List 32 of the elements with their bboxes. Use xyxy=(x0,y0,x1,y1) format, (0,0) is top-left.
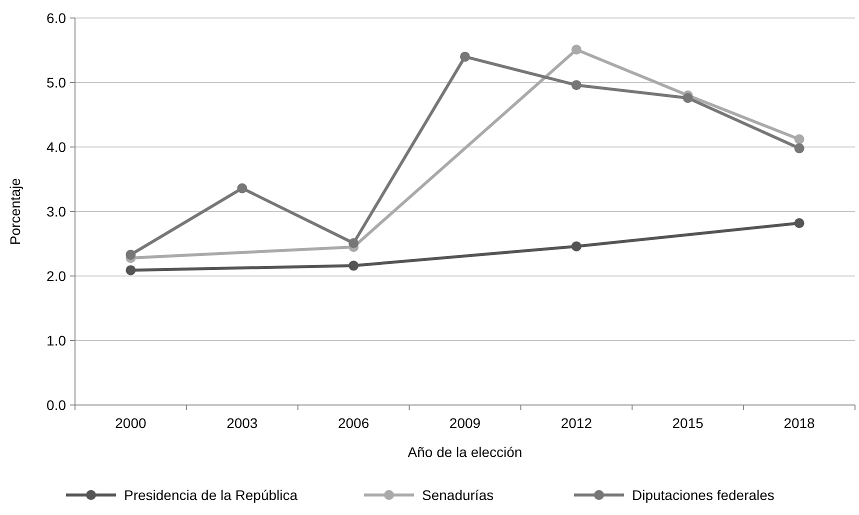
y-tick-label: 5.0 xyxy=(46,74,66,90)
y-tick-label: 4.0 xyxy=(46,138,66,155)
point xyxy=(126,265,136,276)
y-axis-title: Porcentaje xyxy=(7,178,23,245)
legend-label: Senadurías xyxy=(422,486,494,503)
y-tick-label: 2.0 xyxy=(46,268,66,284)
x-axis-title: Año de la elección xyxy=(408,444,522,460)
point xyxy=(682,92,693,103)
x-tick-label: 2006 xyxy=(338,415,370,431)
point xyxy=(794,134,804,144)
point xyxy=(571,241,582,252)
point xyxy=(571,80,582,90)
y-tick-label: 3.0 xyxy=(46,203,66,220)
point xyxy=(126,250,136,260)
point xyxy=(237,183,248,194)
point xyxy=(348,260,359,271)
y-tick-label: 0.0 xyxy=(46,396,66,413)
point xyxy=(794,218,804,228)
point xyxy=(460,52,470,62)
x-tick-label: 2012 xyxy=(560,415,592,431)
x-tick-label: 2009 xyxy=(449,415,481,431)
point xyxy=(571,44,582,55)
x-tick-label: 2003 xyxy=(226,415,258,431)
y-tick-label: 6.0 xyxy=(46,10,66,26)
legend-label: Diputaciones federales xyxy=(632,486,774,503)
y-tick-label: 1.0 xyxy=(46,332,66,348)
x-tick-label: 2018 xyxy=(784,415,816,431)
x-tick-label: 2015 xyxy=(672,415,704,431)
point xyxy=(794,143,804,154)
point xyxy=(348,238,359,248)
legend-label: Presidencia de la República xyxy=(124,486,298,503)
x-tick-label: 2000 xyxy=(115,415,146,431)
